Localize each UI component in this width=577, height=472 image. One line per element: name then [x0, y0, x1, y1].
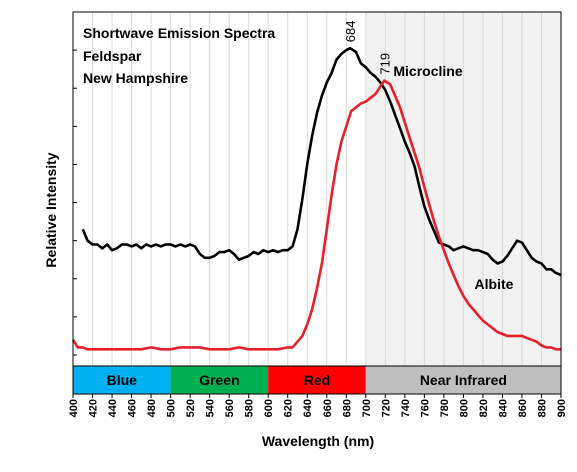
x-tick-label-740: 740 [400, 399, 412, 417]
x-tick-label-580: 580 [244, 399, 256, 417]
x-tick-label-600: 600 [263, 399, 275, 417]
x-tick-label-720: 720 [380, 399, 392, 417]
x-tick-label-620: 620 [283, 399, 295, 417]
x-tick-label-640: 640 [302, 399, 314, 417]
x-tick-label-700: 700 [361, 399, 373, 417]
series-line-albite [71, 79, 561, 351]
x-tick-label-460: 460 [127, 399, 139, 417]
band-blue [73, 366, 171, 394]
x-tick-label-540: 540 [205, 399, 217, 417]
title-layer: Shortwave Emission Spectra Feldspar New … [83, 25, 275, 86]
chart-title-line-2: Feldspar [83, 48, 142, 64]
x-tick-label-800: 800 [458, 399, 470, 417]
color-band-layer: Blue Green Red Near Infrared [73, 365, 561, 394]
gridlines-layer [92, 12, 542, 366]
x-tick-label-820: 820 [478, 399, 490, 417]
peak-label-albite: 719 [377, 53, 392, 75]
chart-title-line-3: New Hampshire [83, 70, 188, 86]
series-label-albite: Albite [475, 276, 514, 292]
x-tick-label-680: 680 [341, 399, 353, 417]
x-tick-label-860: 860 [517, 399, 529, 417]
x-axis-label: Wavelength (nm) [262, 433, 374, 449]
y-axis-label: Relative Intensity [43, 152, 59, 267]
chart-title-line-1: Shortwave Emission Spectra [83, 25, 275, 41]
peak-label-microcline: 684 [343, 21, 358, 43]
band-red [268, 366, 366, 394]
band-near-infrared [365, 366, 561, 394]
x-tick-label-560: 560 [224, 399, 236, 417]
x-tick-label-480: 480 [146, 399, 158, 417]
band-label-green: Green [199, 372, 239, 388]
x-tick-label-660: 660 [322, 399, 334, 417]
x-tick-label-440: 440 [107, 399, 119, 417]
band-green [170, 366, 269, 394]
band-label-blue: Blue [107, 372, 138, 388]
x-tick-label-760: 760 [419, 399, 431, 417]
x-tick-label-420: 420 [88, 399, 100, 417]
band-label-near-infrared: Near Infrared [420, 372, 507, 388]
x-tick-label-840: 840 [497, 399, 509, 417]
x-tick-label-520: 520 [185, 399, 197, 417]
axis-layer: 400 420 440 460 480 500 520 540 560 580 600 620 640 6… [68, 11, 568, 417]
x-tick-label-780: 780 [439, 399, 451, 417]
x-tick-label-400: 400 [68, 399, 80, 417]
series-line-microcline [81, 46, 562, 277]
band-label-red: Red [304, 372, 330, 388]
x-tick-label-900: 900 [556, 399, 568, 417]
series-label-microcline: Microcline [393, 63, 462, 79]
x-tick-label-500: 500 [166, 399, 178, 417]
x-tick-label-880: 880 [536, 399, 548, 417]
